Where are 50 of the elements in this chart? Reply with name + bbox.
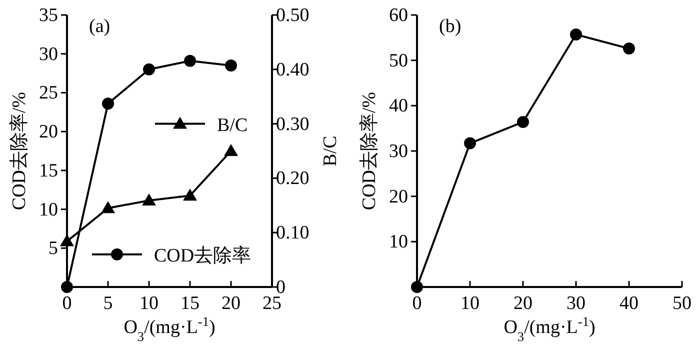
y-axis-title: COD去除率/% (358, 92, 380, 210)
y-tick-label: 20 (39, 122, 58, 143)
x-tick-label: 5 (103, 293, 113, 314)
point (570, 28, 582, 40)
point (183, 188, 197, 201)
point (184, 54, 196, 67)
y-tick-label: 35 (39, 5, 58, 26)
x-tick-label: 15 (180, 293, 200, 314)
y-tick-label: 10 (389, 232, 408, 253)
y-tick-label: 40 (389, 96, 408, 117)
x-tick-label: 20 (222, 293, 240, 314)
y-tick-label: 50 (389, 50, 408, 72)
y-axis-title: COD去除率/% (8, 92, 30, 210)
x-tick-label: 50 (672, 293, 692, 314)
point (623, 42, 635, 55)
x-tick-label: 0 (412, 293, 422, 314)
legend-label: COD去除率 (154, 244, 252, 266)
x-tick-label: 40 (620, 293, 638, 314)
y2-tick-label: 0.10 (276, 222, 310, 244)
point (225, 60, 237, 72)
x-tick-label: 30 (566, 293, 586, 314)
point (464, 137, 476, 150)
y-tick-label: 30 (389, 141, 408, 162)
y-tick-label: 60 (389, 5, 408, 26)
x-tick-label: 10 (460, 293, 480, 314)
x-axis-title: O$_{3}$/(mg·L$^{-1}$) (124, 314, 216, 344)
y-tick-label: 20 (389, 186, 408, 208)
y-tick-label: 15 (39, 160, 58, 182)
legend-label: B/C (217, 114, 248, 136)
y-tick-label: 30 (39, 44, 58, 65)
y-tick-label: 10 (39, 199, 58, 220)
y2-tick-label: 0.50 (276, 5, 310, 26)
point (142, 194, 156, 206)
y2-axis-title: B/C (320, 136, 341, 166)
point (224, 144, 238, 156)
annotation: (a) (89, 16, 110, 37)
x-axis-title: O$_{3}$/(mg·L$^{-1}$) (504, 314, 596, 344)
y2-tick-label: 0.20 (276, 168, 310, 190)
x-tick-label: 20 (514, 293, 532, 314)
y2-tick-label: 0.40 (276, 59, 310, 80)
x-tick-label: 0 (62, 293, 72, 314)
y-tick-label: 5 (48, 238, 58, 260)
x-tick-label: 10 (140, 293, 158, 314)
y-tick-label: 25 (39, 82, 58, 104)
point (517, 116, 529, 128)
annotation: (b) (439, 16, 462, 37)
point (143, 63, 155, 76)
point (102, 98, 114, 110)
point (101, 201, 115, 214)
y2-tick-label: 0.30 (276, 114, 310, 135)
